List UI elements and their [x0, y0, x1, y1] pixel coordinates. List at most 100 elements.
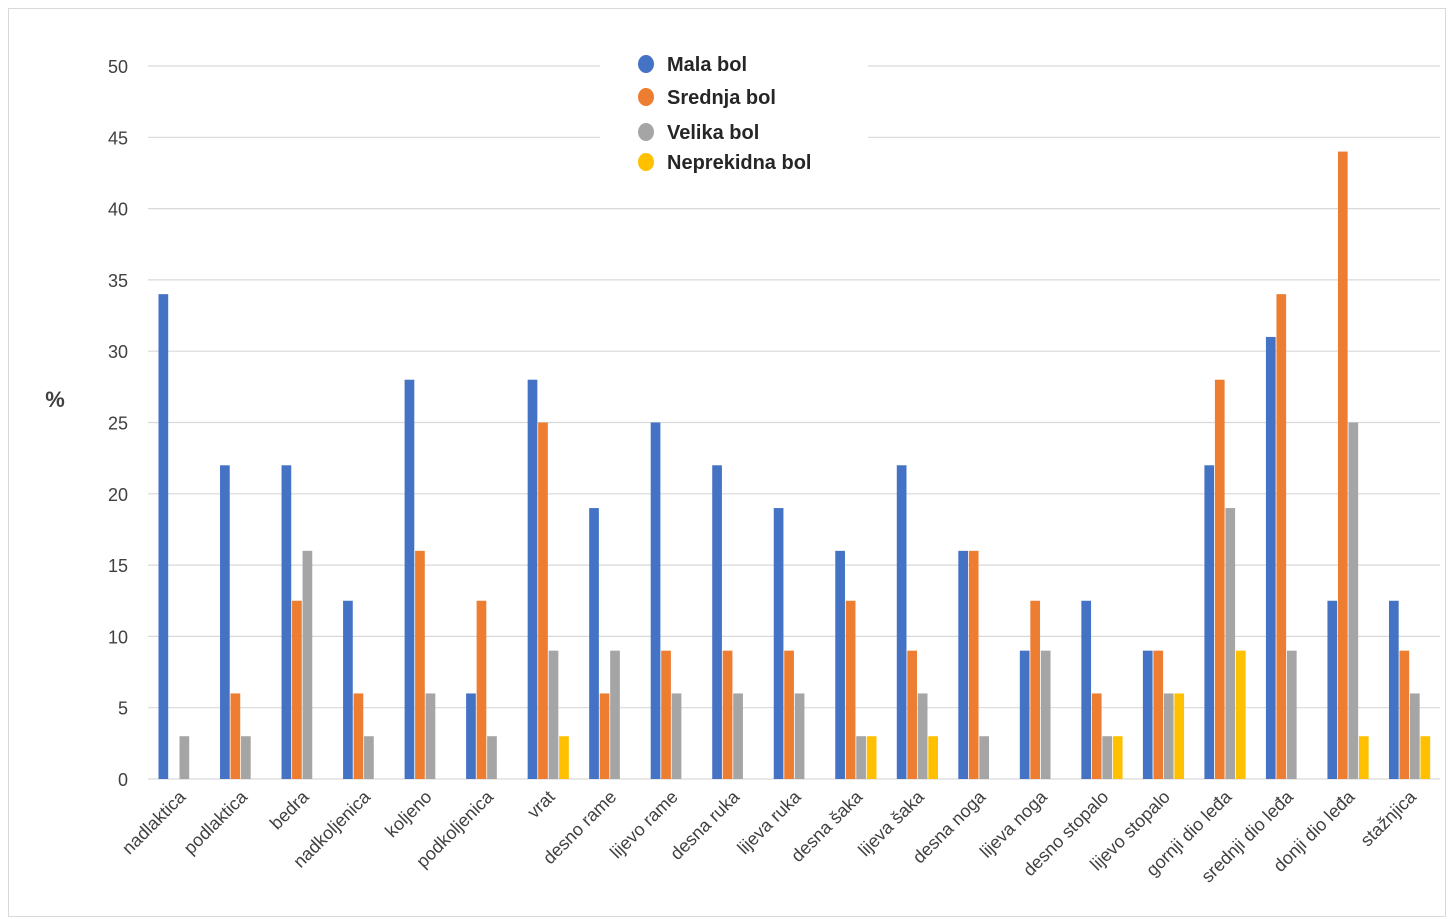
- bar: [1040, 650, 1051, 779]
- bar: [733, 693, 743, 779]
- bar: [364, 736, 374, 779]
- bar: [979, 736, 990, 779]
- x-tick-label: nadlaktica: [118, 786, 190, 858]
- bar: [958, 550, 969, 779]
- bar: [1091, 693, 1102, 779]
- bars: [158, 151, 1431, 779]
- legend-marker: [638, 88, 654, 106]
- legend-marker: [638, 55, 654, 73]
- bar: [415, 550, 425, 779]
- bar: [527, 379, 538, 779]
- bar: [835, 550, 845, 779]
- y-axis-ticks: 0 5 10 15 20 25 30 35 40 45 50: [108, 57, 128, 790]
- bar: [1286, 650, 1297, 779]
- bar: [1327, 600, 1338, 779]
- bar: [230, 693, 241, 779]
- bar: [1225, 508, 1236, 779]
- bar: [1235, 650, 1246, 779]
- legend: Mala bol Srednja bol Velika bol Neprekidna …: [600, 44, 868, 178]
- bar: [466, 693, 476, 779]
- bar: [302, 550, 313, 779]
- bar: [896, 465, 907, 779]
- bar: [1081, 600, 1092, 779]
- bar: [712, 465, 722, 779]
- legend-label: Srednja bol: [667, 87, 776, 109]
- legend-label: Neprekidna bol: [667, 152, 811, 174]
- y-tick-label: 25: [108, 414, 128, 434]
- legend-label: Mala bol: [667, 54, 747, 76]
- y-tick-label: 0: [118, 770, 128, 790]
- y-tick-label: 10: [108, 627, 128, 647]
- bar: [1276, 294, 1287, 779]
- bar: [1153, 650, 1164, 779]
- bar: [1102, 736, 1113, 779]
- bar: [1163, 693, 1174, 779]
- bar: [1337, 151, 1348, 779]
- legend-marker: [638, 153, 654, 171]
- bar: [671, 693, 682, 779]
- bar: [1265, 336, 1276, 779]
- x-tick-label: stažnjica: [1356, 786, 1420, 850]
- bar: [220, 465, 230, 779]
- x-tick-label: podlaktica: [180, 786, 252, 858]
- bar: [487, 736, 497, 779]
- bar: [353, 693, 364, 779]
- y-axis-label: %: [45, 387, 65, 412]
- bar: [538, 422, 548, 779]
- bar: [866, 736, 877, 779]
- bar: [907, 650, 917, 779]
- bar: [1204, 465, 1215, 779]
- bar: [158, 294, 169, 779]
- bar: [1174, 693, 1185, 779]
- bar: [281, 465, 292, 779]
- y-tick-label: 30: [108, 342, 128, 362]
- bar: [1420, 736, 1431, 779]
- bar: [722, 650, 733, 779]
- bar: [1409, 693, 1420, 779]
- legend-label: Velika bol: [667, 122, 759, 144]
- bar: [650, 422, 661, 779]
- y-tick-label: 35: [108, 271, 128, 291]
- bar: [1399, 650, 1410, 779]
- bar: [773, 508, 784, 779]
- bar: [425, 693, 436, 779]
- bar: [1142, 650, 1153, 779]
- bar: [794, 693, 805, 779]
- y-tick-label: 15: [108, 556, 128, 576]
- y-tick-label: 20: [108, 485, 128, 505]
- bar: [784, 650, 794, 779]
- y-tick-label: 45: [108, 128, 128, 148]
- bar: [845, 600, 856, 779]
- bar: [661, 650, 671, 779]
- bar: [343, 600, 353, 779]
- bar: [179, 736, 190, 779]
- bar: [1019, 650, 1030, 779]
- bar: [476, 600, 487, 779]
- bar: [1214, 379, 1225, 779]
- bar: [559, 736, 569, 779]
- bar: [928, 736, 938, 779]
- y-tick-label: 40: [108, 200, 128, 220]
- bar: [1388, 600, 1399, 779]
- bar: [548, 650, 559, 779]
- bar: [968, 550, 979, 779]
- bar: [917, 693, 928, 779]
- x-tick-label: koljeno: [381, 787, 435, 841]
- bar: [1030, 600, 1041, 779]
- bar: [1348, 422, 1359, 779]
- bar: [1358, 736, 1369, 779]
- x-tick-label: vrat: [523, 787, 558, 822]
- bar: [856, 736, 866, 779]
- bar: [241, 736, 251, 779]
- bar: [589, 508, 599, 779]
- bar: [404, 379, 415, 779]
- y-tick-label: 50: [108, 57, 128, 77]
- legend-marker: [638, 123, 654, 141]
- bar: [1112, 736, 1123, 779]
- bar: [292, 600, 302, 779]
- y-tick-label: 5: [118, 699, 128, 719]
- bar: [599, 693, 610, 779]
- x-tick-label: bedra: [266, 786, 313, 833]
